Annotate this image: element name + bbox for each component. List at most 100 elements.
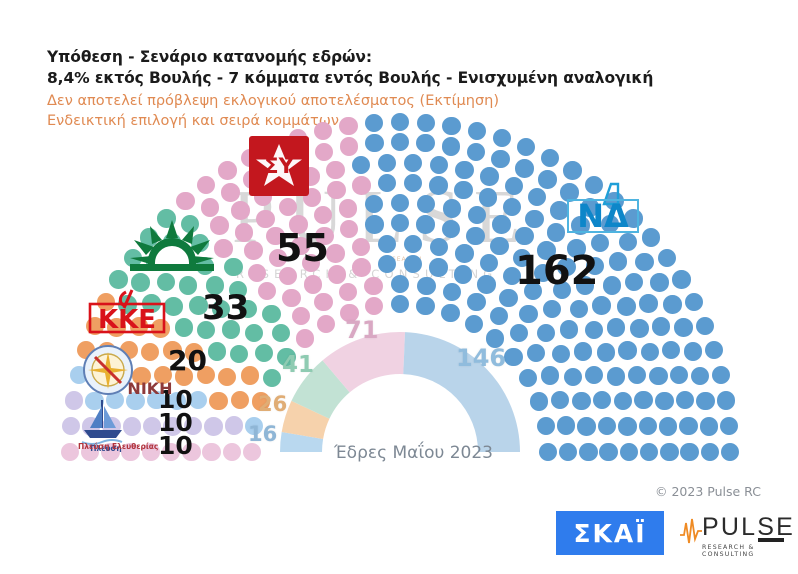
seat-dot [327,181,346,200]
seat-dot [338,282,358,302]
svg-text:ΝΙΚΗ: ΝΙΚΗ [127,379,172,398]
seat-dot [416,134,435,153]
seat-dot [390,112,410,132]
seat-dot [257,282,277,301]
seat-dot [638,416,657,436]
seat-dot [467,205,487,225]
seat-dot [571,216,590,235]
seat-dot [674,318,693,337]
seat-dot [442,199,461,218]
seat-dot [224,257,243,277]
seat-dot [477,275,496,294]
seat-count-niki: 10 [158,385,193,414]
seat-dot [455,244,474,263]
logo-nd: ΝΔ [566,182,642,238]
seat-dot [657,248,677,268]
seat-dot [538,170,557,189]
seat-dot [121,442,140,462]
seat-count-pasok: 33 [202,288,250,328]
seat-dot [313,121,333,141]
seat-dot [231,201,250,220]
seat-dot [557,257,576,277]
seat-dot [196,321,216,340]
seat-dot [536,323,556,343]
seat-dot [202,442,221,462]
seat-dot [304,275,323,294]
seat-dot [262,368,282,388]
seat-dot [126,391,145,411]
seat-dot [147,391,166,410]
seat-dot [390,133,410,152]
seat-dot [403,153,423,172]
seat-dot [254,343,274,363]
may-label-pasok: 41 [282,352,315,378]
seat-dot [441,137,461,156]
seat-dot [684,292,704,312]
seat-dot [214,239,233,258]
seat-dot [244,241,263,260]
seat-dot [403,234,423,253]
seat-dot [365,297,384,316]
seat-dot [491,149,510,169]
seat-dot [153,365,173,385]
logo-kke: KKE [88,288,166,340]
seat-dot [515,159,534,178]
seat-dot [525,209,544,228]
seat-dot [606,367,626,386]
seat-dot [143,416,162,436]
pulse-divider [758,538,784,542]
seat-dot [711,365,731,385]
footer-logo-bar: ΣΚΑΪ PULSE RESEARCH & CONSULTING [556,509,793,559]
seat-dot [575,276,595,295]
seat-dot [453,265,473,284]
seat-dot [618,341,637,360]
seat-dot [365,134,384,153]
seat-dot [81,442,100,462]
seat-dot [377,173,397,193]
seat-dot [617,297,636,316]
seat-dot [442,116,461,136]
seat-dot [200,198,219,217]
seat-dot [518,368,538,388]
seat-dot [416,215,435,234]
seat-dot [635,252,654,271]
seat-dot [592,390,612,410]
seat-dot [105,391,125,410]
seat-dot [550,201,569,220]
seat-dot [289,215,308,234]
seat-dot [504,347,523,367]
seat-dot [504,176,523,195]
seat-count-plefsi: 10 [158,431,193,460]
seat-dot [442,282,462,302]
seat-dot [559,320,578,339]
seat-dot [502,266,521,285]
seat-dot [156,272,175,291]
seat-dot [351,155,371,175]
seat-dot [597,416,617,436]
logo-pulse: PULSE RESEARCH & CONSULTING [680,513,793,558]
seat-dot [210,216,229,235]
seat-dot [278,266,298,285]
seat-dot [244,323,263,343]
seat-dot [704,340,724,360]
header-note: Ενδεικτική επιλογή και σειρά κομμάτων [47,113,340,129]
seat-dot [499,288,518,308]
seat-dot [661,341,681,360]
seat-dot [683,342,703,361]
seat-dot [660,442,679,462]
logo-skai: ΣΚΑΪ [556,511,664,555]
seat-dot [314,292,333,312]
seat-dot [716,391,736,410]
arc-seg-syriza [322,332,406,393]
seat-dot [454,181,473,200]
seat-dot [295,329,315,348]
seat-dot [441,219,461,239]
seat-dot [655,391,674,411]
seat-dot [339,137,359,156]
seat-dot [559,442,578,462]
seat-dot [326,160,345,179]
arc-seg-kke [281,400,330,439]
seat-dot [364,276,383,296]
seat-dot [528,187,547,207]
seat-dot [196,365,216,385]
